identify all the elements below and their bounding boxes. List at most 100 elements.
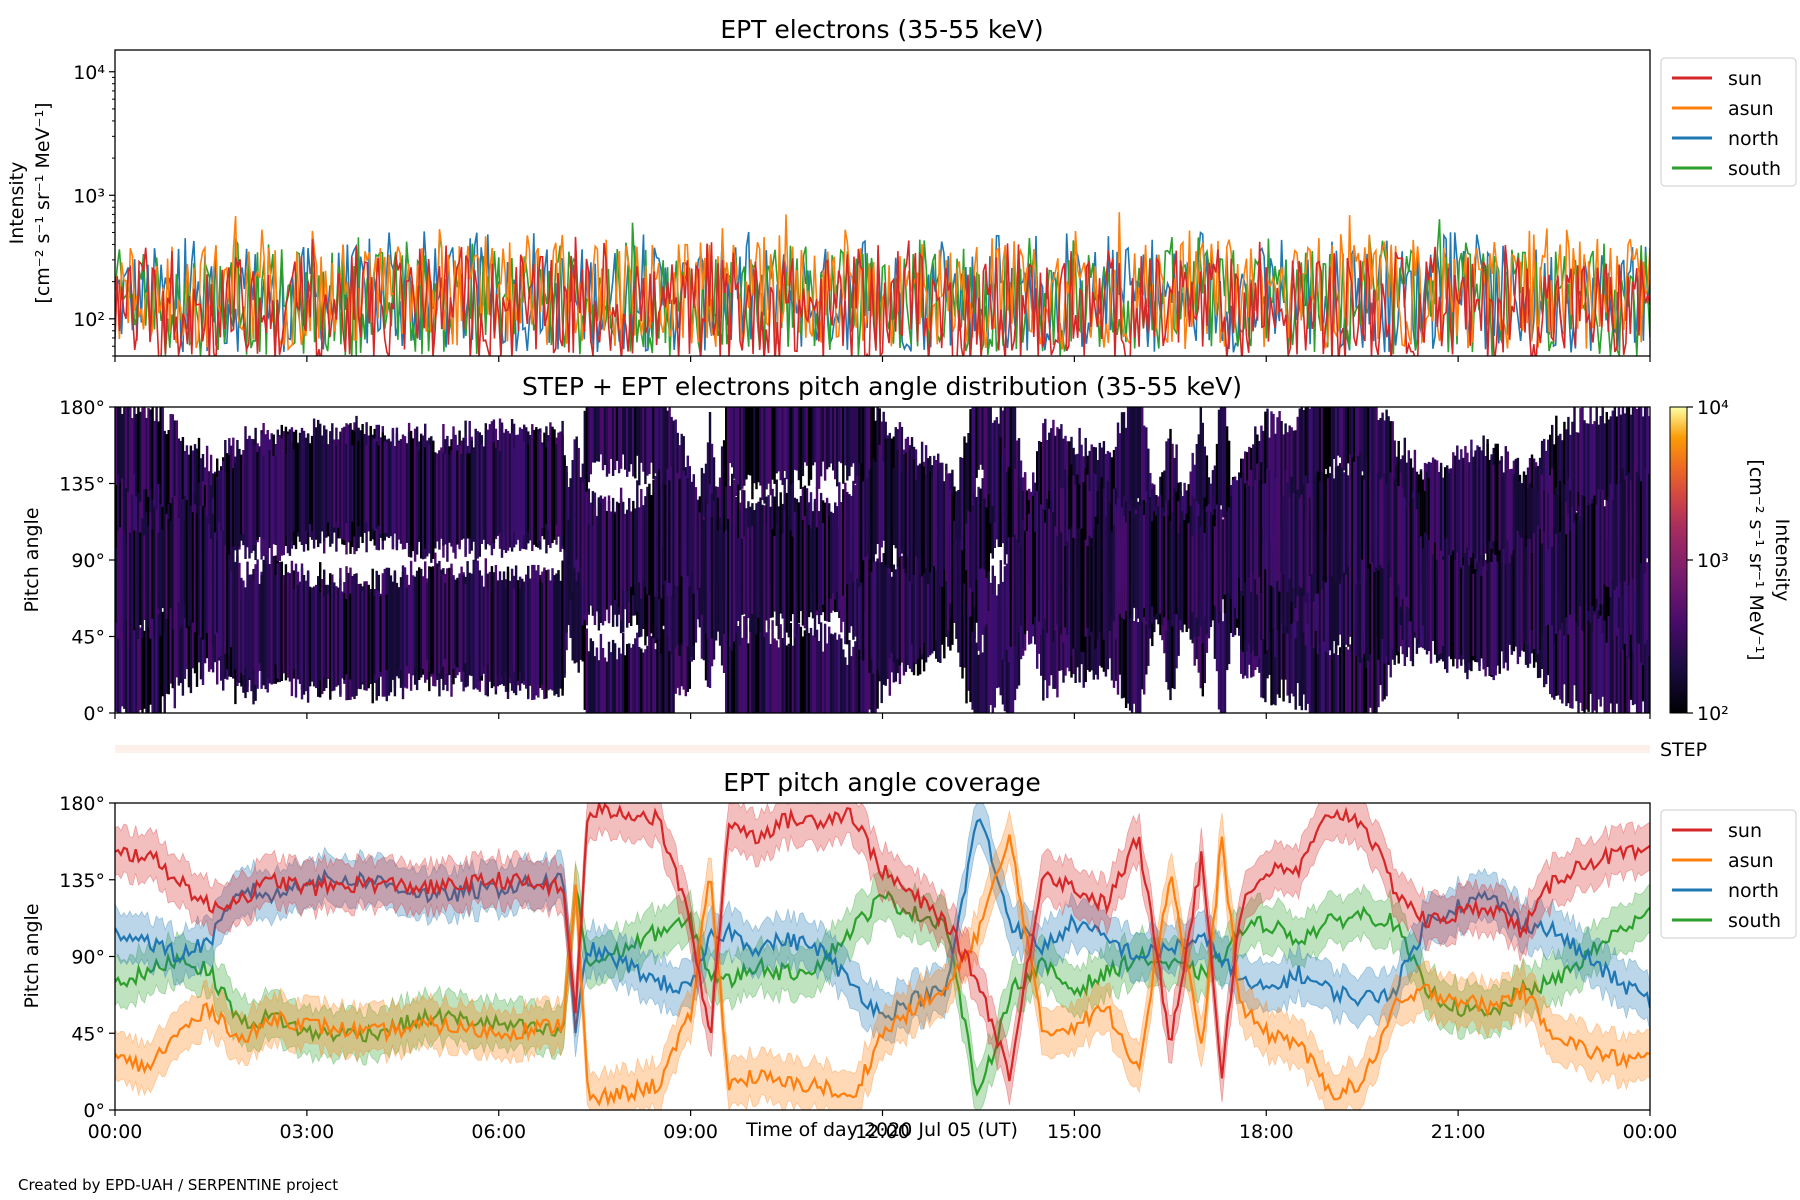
heat-column [304, 580, 308, 692]
heat-column [961, 458, 964, 554]
heat-column [628, 643, 631, 713]
heat-column [1116, 569, 1120, 695]
heat-column [1300, 590, 1304, 711]
heat-column [506, 431, 510, 551]
heat-column [765, 407, 768, 490]
heat-column [216, 540, 219, 633]
heat-column [624, 655, 627, 713]
heat-column [801, 519, 805, 626]
heat-column [664, 614, 667, 713]
heat-column [1593, 495, 1596, 612]
heat-column [1607, 497, 1611, 587]
heat-column [652, 624, 655, 713]
heat-column [874, 461, 877, 555]
heat-column [781, 638, 784, 713]
heat-column [424, 561, 427, 683]
heat-column [369, 592, 372, 681]
heat-column [1244, 532, 1247, 642]
heat-column [1314, 407, 1318, 499]
colorbar-tick-label: 10⁴ [1697, 397, 1729, 419]
heat-column [1341, 555, 1344, 639]
heat-column [852, 646, 855, 713]
heat-column [1448, 555, 1451, 657]
heat-column [1120, 520, 1124, 618]
heat-column [965, 570, 968, 704]
heat-column [674, 474, 677, 586]
heat-column [969, 409, 972, 513]
heat-column [151, 600, 154, 713]
heat-column [668, 525, 671, 652]
heat-column [805, 507, 809, 637]
heat-column [1310, 605, 1314, 713]
heat-column [310, 591, 314, 682]
heat-column [183, 451, 187, 527]
heat-column [1011, 407, 1015, 512]
heat-column [965, 442, 968, 524]
heat-column [801, 636, 805, 713]
heat-column [1359, 640, 1362, 713]
heat-column [761, 629, 764, 713]
heat-column [375, 441, 378, 529]
heat-column [131, 418, 134, 499]
heat-column [1135, 605, 1138, 713]
panel1-series-group [115, 212, 1650, 356]
heat-column [539, 578, 542, 689]
heat-column [1219, 407, 1223, 506]
heat-column [595, 407, 599, 462]
heat-column [181, 499, 185, 625]
heat-column [977, 654, 980, 713]
heat-column [127, 514, 130, 650]
heat-column [916, 478, 920, 558]
heat-column [173, 420, 177, 540]
heat-column [187, 504, 191, 626]
heat-column [246, 439, 249, 548]
heat-column [545, 447, 548, 524]
heat-column [1227, 507, 1231, 594]
heat-column [514, 565, 518, 696]
heat-column [1106, 517, 1110, 635]
heat-column [864, 407, 867, 507]
heat-column [1276, 482, 1279, 581]
heat-column [1286, 482, 1289, 592]
heat-column [975, 540, 978, 623]
heat-column [967, 605, 970, 691]
heat-column [153, 420, 156, 507]
heat-column [409, 560, 413, 691]
legend-box [1660, 57, 1797, 187]
heat-column [1238, 495, 1241, 579]
heat-column [1336, 546, 1340, 646]
heat-column [444, 453, 447, 545]
heat-column [1359, 451, 1362, 585]
heat-column [1496, 443, 1499, 570]
heat-column [937, 470, 940, 578]
heat-column [957, 530, 960, 653]
heat-column [1181, 511, 1184, 633]
heat-column [1015, 440, 1019, 520]
heat-column [799, 626, 803, 713]
heat-column [908, 448, 912, 582]
heat-column [1124, 427, 1128, 508]
heat-column [1625, 407, 1629, 514]
heat-column [294, 563, 298, 698]
heat-column [1405, 508, 1409, 597]
heat-column [664, 484, 667, 581]
heat-column [1278, 582, 1281, 698]
heat-column [185, 445, 189, 536]
heat-column [523, 442, 526, 536]
heat-column [1284, 603, 1287, 680]
heat-column [1302, 484, 1306, 596]
heat-column [345, 598, 348, 675]
heat-column [201, 506, 205, 640]
heat-column [1589, 615, 1592, 694]
heat-column [1272, 572, 1275, 705]
y-tick-label: 180° [59, 793, 105, 815]
heat-column [1579, 598, 1582, 703]
heat-column [405, 443, 409, 543]
heat-column [1090, 475, 1093, 595]
heat-column [189, 513, 193, 620]
heat-column [377, 591, 381, 678]
heat-column [1286, 432, 1289, 518]
heat-column [258, 458, 261, 535]
heat-column [850, 495, 853, 572]
heat-column [642, 505, 645, 581]
